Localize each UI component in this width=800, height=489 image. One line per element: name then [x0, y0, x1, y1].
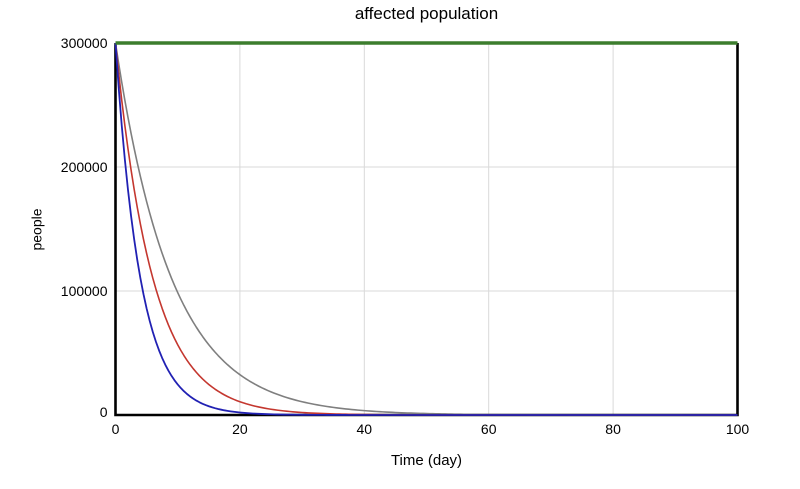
series-red-curve [114, 42, 738, 416]
x-tick-label: 60 [481, 421, 497, 437]
y-tick-label: 0 [100, 404, 108, 420]
chart-title: affected population [354, 4, 499, 23]
series-blue-curve [114, 42, 738, 416]
x-axis-title: Time (day) [390, 452, 463, 469]
series-gray-curve [114, 42, 738, 416]
axis-frame [114, 43, 739, 417]
x-tick-label: 80 [605, 421, 621, 437]
x-tick-label: 0 [112, 421, 120, 437]
x-tick-label: 100 [726, 421, 750, 437]
x-tick-label: 40 [357, 421, 373, 437]
x-tick-label: 20 [232, 421, 248, 437]
y-axis-title: people [28, 208, 45, 251]
y-tick-label: 100000 [61, 283, 108, 299]
y-tick-label: 200000 [61, 159, 108, 175]
y-tick-label: 300000 [61, 35, 108, 51]
